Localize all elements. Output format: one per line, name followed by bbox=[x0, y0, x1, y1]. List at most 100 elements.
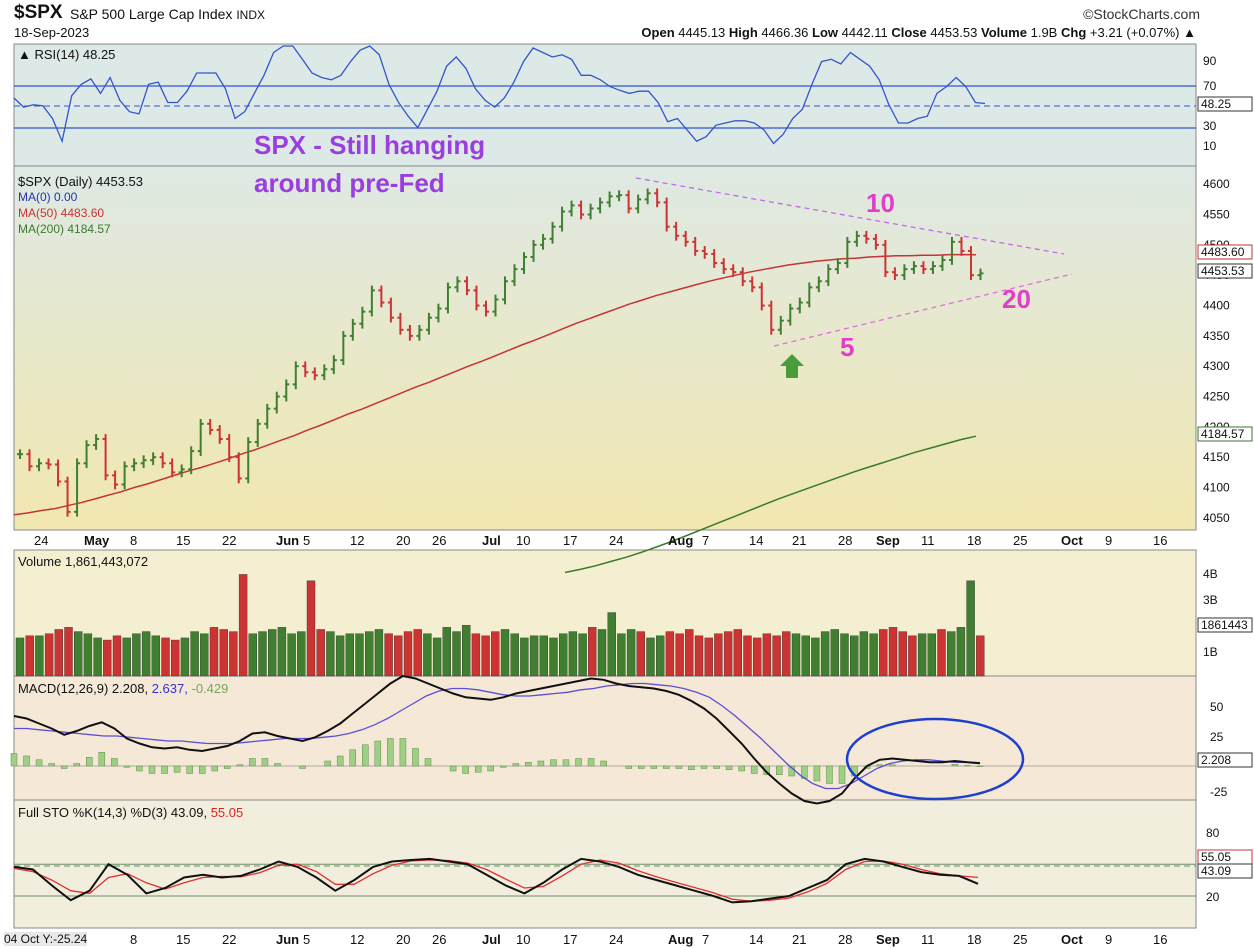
macd-histogram-bar bbox=[888, 764, 896, 767]
volume-bar bbox=[656, 635, 665, 677]
x-axis-tick-label: 5 bbox=[303, 533, 310, 548]
volume-bar bbox=[636, 631, 645, 677]
volume-bar bbox=[791, 633, 801, 677]
volume-bar bbox=[248, 633, 258, 677]
macd-histogram-bar bbox=[500, 765, 507, 768]
x-axis-tick-label: 21 bbox=[792, 533, 806, 548]
volume-bar bbox=[772, 635, 781, 677]
volume-value-tag: 1861443 bbox=[1201, 618, 1248, 632]
volume-bar bbox=[200, 633, 209, 677]
x-axis-tick-label: 22 bbox=[222, 533, 236, 548]
x-axis-tick-label-bottom: 22 bbox=[222, 932, 236, 947]
x-axis-tick-label-bottom: Jun bbox=[276, 932, 299, 947]
macd-histogram-bar bbox=[663, 765, 670, 769]
macd-histogram-bar bbox=[738, 765, 745, 772]
volume-bar bbox=[73, 631, 83, 677]
volume-bar bbox=[306, 580, 316, 677]
macd-value-tag: 2.208 bbox=[1201, 753, 1231, 767]
x-axis-tick-label-bottom: 8 bbox=[130, 932, 137, 947]
price-legend-4: MA(200) 4184.57 bbox=[18, 222, 111, 236]
volume-bar bbox=[588, 627, 597, 677]
sto-d-value-tag: 55.05 bbox=[1201, 850, 1231, 864]
volume-bar bbox=[44, 633, 54, 677]
sto-axis-tick: 20 bbox=[1206, 890, 1220, 904]
volume-bar bbox=[471, 633, 481, 677]
volume-bar bbox=[762, 633, 772, 677]
volume-bar bbox=[811, 637, 820, 677]
macd-histogram-bar bbox=[48, 763, 55, 767]
volume-bar bbox=[25, 635, 34, 677]
x-axis-tick-label: 14 bbox=[749, 533, 763, 548]
volume-bar bbox=[277, 627, 287, 677]
price-legend-3: MA(50) 4483.60 bbox=[18, 206, 105, 220]
wave-label-20: 20 bbox=[1002, 284, 1031, 314]
x-axis-tick-label: 11 bbox=[921, 533, 935, 548]
macd-histogram-bar bbox=[876, 764, 883, 767]
volume-bar bbox=[694, 635, 704, 677]
symbol-label: $SPX bbox=[14, 2, 63, 23]
volume-bar bbox=[617, 633, 626, 677]
volume-bar bbox=[539, 635, 548, 677]
volume-bar bbox=[326, 631, 335, 677]
macd-histogram-bar bbox=[261, 758, 269, 767]
macd-value-tag-box bbox=[1197, 752, 1253, 768]
volume-value-tag-box bbox=[1197, 617, 1253, 633]
price-panel-bg bbox=[13, 165, 1197, 531]
volume-bar bbox=[335, 635, 345, 677]
volume-bar bbox=[578, 633, 587, 677]
macd-histogram-bar bbox=[324, 760, 331, 767]
price-legend-2: MA(0) 0.00 bbox=[18, 190, 78, 204]
ma200-value-tag: 4184.57 bbox=[1201, 427, 1245, 441]
rsi-axis-tick: 30 bbox=[1203, 119, 1217, 133]
volume-bar bbox=[820, 631, 830, 677]
rsi-axis-tick: 10 bbox=[1203, 139, 1217, 153]
macd-histogram-bar bbox=[587, 758, 595, 767]
volume-bar bbox=[170, 639, 180, 677]
macd-histogram-bar bbox=[776, 765, 783, 775]
x-axis-tick-label-bottom: Jul bbox=[482, 932, 501, 947]
volume-bar bbox=[112, 635, 122, 677]
volume-bar bbox=[801, 635, 810, 677]
macd-histogram-bar bbox=[838, 765, 846, 784]
macd-histogram-bar bbox=[161, 765, 168, 774]
rsi-value-tag-box bbox=[1197, 96, 1253, 112]
macd-histogram-bar bbox=[224, 765, 231, 769]
volume-bar bbox=[316, 629, 325, 677]
volume-bar bbox=[238, 574, 248, 677]
volume-bar bbox=[151, 635, 161, 677]
volume-bar bbox=[268, 629, 277, 677]
volume-bar bbox=[132, 633, 141, 677]
volume-bar bbox=[297, 631, 306, 677]
macd-histogram-bar bbox=[700, 765, 708, 769]
volume-bar bbox=[879, 629, 888, 677]
volume-bar bbox=[850, 635, 859, 677]
x-axis-tick-label-bottom: 14 bbox=[749, 932, 763, 947]
x-axis-tick-label-bottom: 28 bbox=[838, 932, 852, 947]
volume-bar bbox=[597, 629, 607, 677]
volume-bar bbox=[15, 637, 25, 677]
lower-trendline bbox=[773, 273, 1073, 347]
volume-bar bbox=[898, 631, 907, 677]
macd-histogram-bar bbox=[688, 765, 695, 770]
x-axis-tick-label: 18 bbox=[967, 533, 981, 548]
x-axis-tick-label: Oct bbox=[1061, 533, 1083, 548]
volume-bar bbox=[355, 633, 364, 677]
volume-bar bbox=[704, 637, 713, 677]
macd-histogram-bar bbox=[211, 765, 218, 772]
macd-histogram-bar bbox=[111, 758, 118, 767]
macd-signal-line bbox=[14, 682, 981, 790]
volume-bar bbox=[559, 633, 568, 677]
macd-histogram-bar bbox=[976, 765, 984, 767]
macd-histogram-bar bbox=[362, 744, 369, 767]
price-axis-tick: 4100 bbox=[1203, 481, 1230, 495]
x-axis-tick-label-bottom: 20 bbox=[396, 932, 410, 947]
macd-histogram-bar bbox=[424, 758, 432, 767]
macd-histogram-bar bbox=[236, 764, 244, 767]
macd-histogram-bar bbox=[650, 765, 658, 769]
macd-histogram-bar bbox=[336, 755, 344, 767]
macd-histogram-bar bbox=[73, 763, 80, 767]
ma200-line bbox=[564, 435, 977, 574]
ma50-value-tag-box bbox=[1197, 244, 1253, 260]
macd-histogram-bar bbox=[625, 765, 632, 769]
